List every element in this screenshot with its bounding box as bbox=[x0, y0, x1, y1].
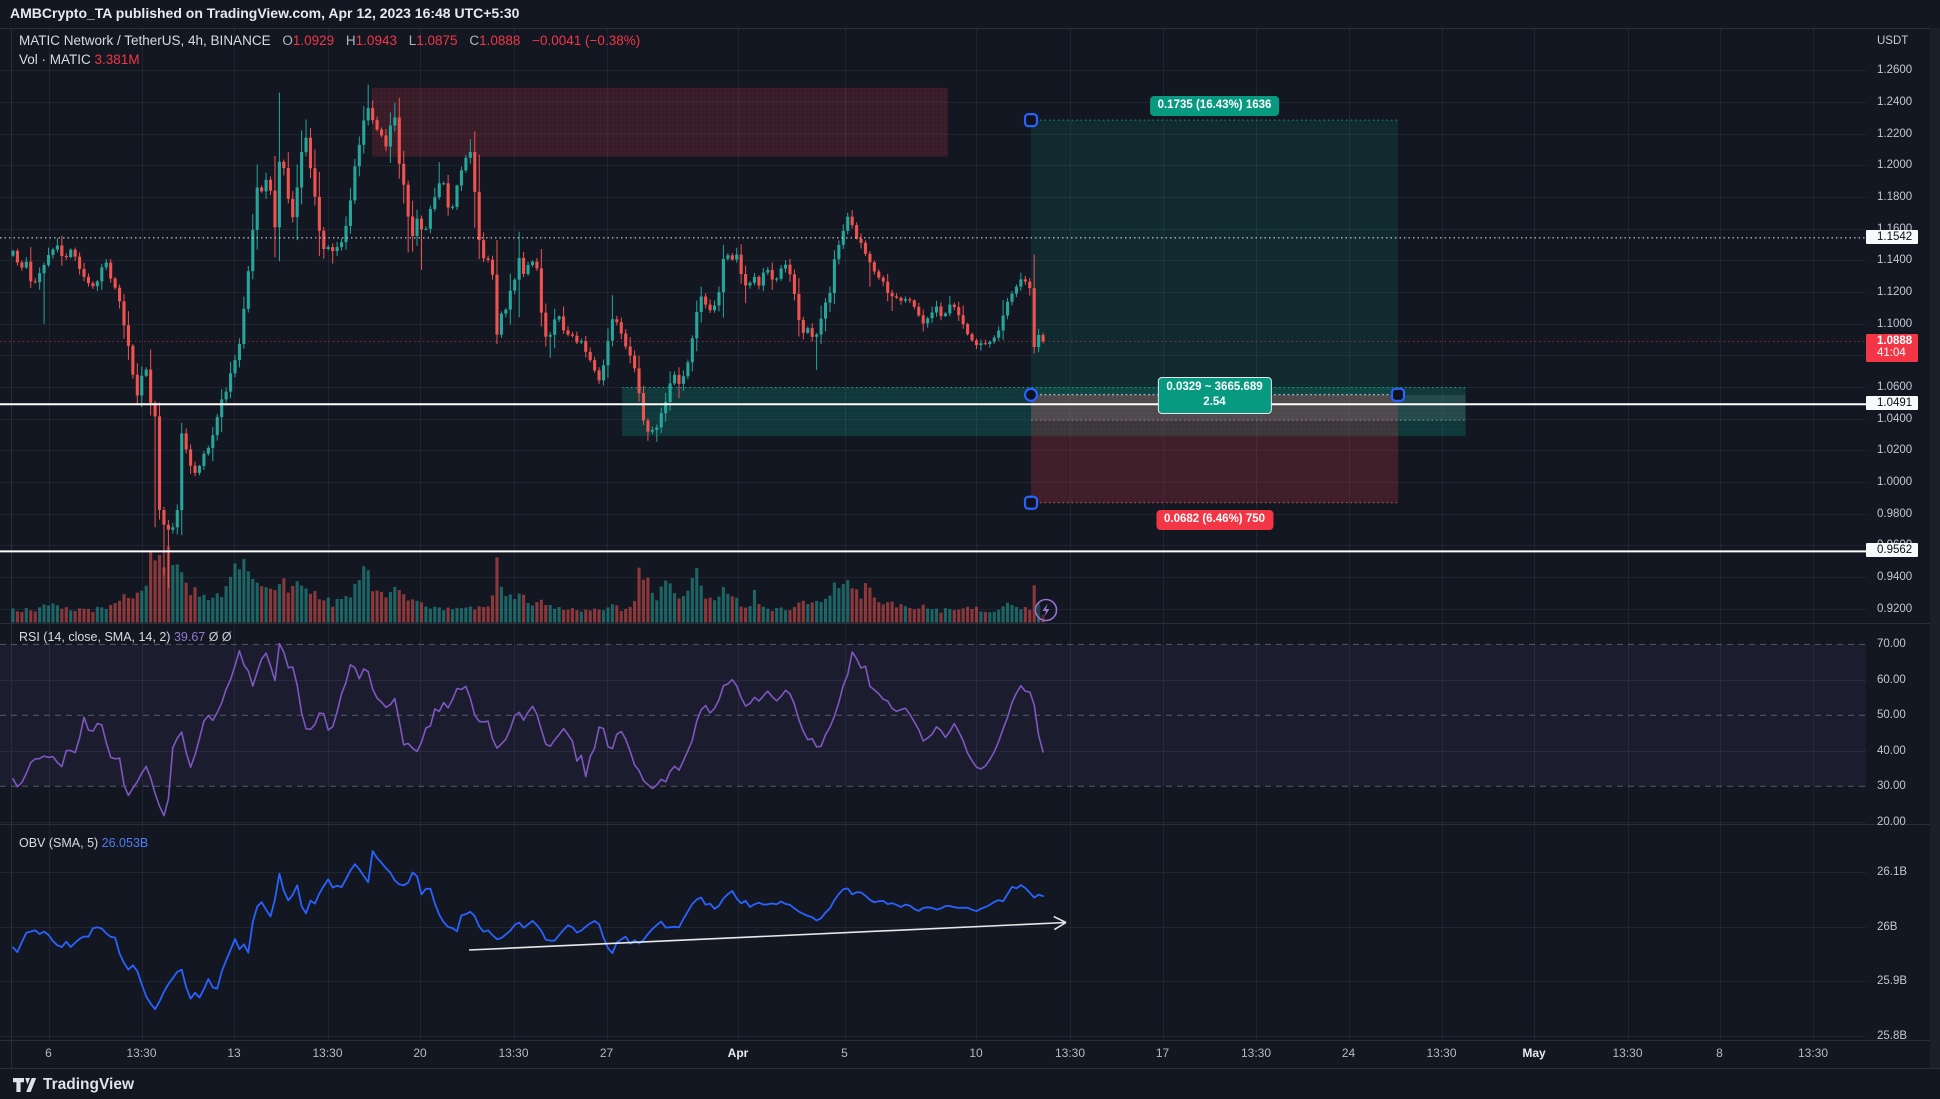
position-stop-label[interactable]: 0.0682 (6.46%) 750 bbox=[1155, 509, 1274, 530]
position-rr-ratio: 2.54 bbox=[1203, 395, 1226, 408]
time-tick-13-30: 13:30 bbox=[1426, 1046, 1457, 1060]
obv-tick-25.9B: 25.9B bbox=[1877, 975, 1908, 988]
price-tick-1.0400: 1.0400 bbox=[1877, 412, 1913, 425]
rsi-tick-50.00: 50.00 bbox=[1877, 709, 1906, 722]
price-tick-0.9400: 0.9400 bbox=[1877, 571, 1913, 583]
time-tick-8: 8 bbox=[1716, 1046, 1723, 1060]
time-tick-13-30: 13:30 bbox=[312, 1046, 343, 1060]
obv-indicator-legend[interactable]: OBV (SMA, 5) 26.053B bbox=[19, 836, 148, 850]
time-tick-13-30: 13:30 bbox=[1240, 1046, 1272, 1060]
low-value: 1.0875 bbox=[416, 33, 458, 48]
price-tick-0.9200: 0.9200 bbox=[1877, 602, 1913, 615]
price-tick-1.1000: 1.1000 bbox=[1877, 317, 1913, 330]
time-tick-27: 27 bbox=[599, 1046, 614, 1060]
change-value: −0.0041 (−0.38%) bbox=[532, 33, 641, 48]
time-tick-20: 20 bbox=[413, 1046, 427, 1060]
time-tick-5: 5 bbox=[841, 1046, 848, 1060]
price-tick-1.2000: 1.2000 bbox=[1877, 159, 1913, 172]
flash-refresh-icon[interactable] bbox=[1034, 598, 1058, 622]
price-tick-1.0600: 1.0600 bbox=[1877, 381, 1913, 394]
obv-tick-26B: 26B bbox=[1877, 920, 1898, 933]
open-value: 1.0929 bbox=[292, 33, 335, 48]
price-tick-1.2400: 1.2400 bbox=[1877, 96, 1913, 109]
symbol-legend[interactable]: MATIC Network / TetherUS, 4h, BINANCE O1… bbox=[19, 33, 640, 48]
volume-label: Vol · MATIC bbox=[19, 52, 91, 67]
rsi-tick-70.00: 70.00 bbox=[1877, 638, 1906, 651]
rsi-empty-value-2: Ø bbox=[221, 630, 232, 644]
rsi-tick-20.00: 20.00 bbox=[1877, 815, 1906, 828]
obv-value: 26.053B bbox=[101, 836, 149, 850]
high-value: 1.0943 bbox=[355, 33, 397, 48]
price-tick-1.1400: 1.1400 bbox=[1877, 254, 1913, 267]
time-tick-24: 24 bbox=[1341, 1046, 1356, 1060]
time-tick-6: 6 bbox=[45, 1046, 52, 1060]
price-tick-1.0000: 1.0000 bbox=[1877, 476, 1913, 488]
rsi-line bbox=[12, 642, 1044, 817]
rsi-empty-value-1: Ø bbox=[208, 630, 219, 644]
countdown-timer: 41:04 bbox=[1877, 346, 1906, 359]
price-badge-high: 1.1542 bbox=[1866, 229, 1918, 244]
position-entry-label[interactable]: 0.0329 ~ 3665.689 2.54 bbox=[1157, 376, 1272, 414]
rsi-tick-40.00: 40.00 bbox=[1877, 744, 1906, 757]
high-label: H bbox=[345, 33, 356, 48]
obv-tick-25.8B: 25.8B bbox=[1877, 1030, 1908, 1043]
price-badge-low: 0.9562 bbox=[1866, 543, 1918, 558]
price-tick-1.2600: 1.2600 bbox=[1877, 64, 1913, 77]
position-stop-handle[interactable] bbox=[1023, 495, 1039, 510]
time-tick-Apr: Apr bbox=[727, 1046, 749, 1060]
volume-bars bbox=[11, 546, 1045, 623]
volume-legend[interactable]: Vol · MATIC 3.381M bbox=[19, 52, 140, 67]
close-label: C bbox=[469, 33, 480, 48]
publisher-attribution: AMBCrypto_TA published on TradingView.co… bbox=[10, 5, 520, 21]
time-tick-17: 17 bbox=[1155, 1046, 1170, 1060]
time-tick-10: 10 bbox=[969, 1046, 983, 1060]
close-value: 1.0888 bbox=[479, 33, 521, 48]
price-tick-1.0200: 1.0200 bbox=[1877, 444, 1913, 457]
obv-line bbox=[12, 850, 1044, 1011]
scrollbar-gutter bbox=[1930, 28, 1940, 1068]
rsi-value: 39.67 bbox=[173, 630, 206, 644]
tradingview-logo-icon bbox=[13, 1078, 36, 1092]
last-price-badge: 1.0888 41:04 bbox=[1866, 333, 1918, 362]
price-tick-1.2200: 1.2200 bbox=[1877, 127, 1913, 140]
rsi-tick-30.00: 30.00 bbox=[1877, 780, 1906, 793]
time-tick-13-30: 13:30 bbox=[126, 1046, 157, 1060]
price-tick-1.1800: 1.1800 bbox=[1877, 191, 1913, 204]
symbol-title[interactable]: MATIC Network / TetherUS, 4h, BINANCE bbox=[19, 33, 271, 48]
obv-tick-26.1B: 26.1B bbox=[1877, 866, 1908, 878]
rsi-title[interactable]: RSI (14, close, SMA, 14, 2) bbox=[19, 630, 171, 644]
position-target-handle[interactable] bbox=[1023, 113, 1039, 128]
position-entry-handle[interactable] bbox=[1023, 387, 1039, 402]
rsi-indicator-legend[interactable]: RSI (14, close, SMA, 14, 2) 39.67 Ø Ø bbox=[19, 630, 232, 644]
position-risk-reward-text: 0.0329 ~ 3665.689 bbox=[1166, 380, 1263, 393]
obv-trend-arrow bbox=[468, 921, 1067, 951]
low-label: L bbox=[408, 33, 417, 48]
time-tick-13-30: 13:30 bbox=[1054, 1046, 1086, 1060]
time-tick-13-30: 13:30 bbox=[498, 1046, 529, 1060]
price-axis-currency: USDT bbox=[1877, 35, 1909, 47]
tradingview-logo[interactable]: TradingView bbox=[13, 1076, 134, 1094]
time-tick-13: 13 bbox=[227, 1046, 241, 1060]
obv-trend-arrowhead bbox=[1053, 915, 1067, 931]
price-tick-1.1200: 1.1200 bbox=[1877, 286, 1913, 299]
position-entry-right-handle[interactable] bbox=[1390, 387, 1406, 402]
obv-title[interactable]: OBV (SMA, 5) bbox=[19, 836, 99, 850]
price-badge-support: 1.0491 bbox=[1866, 396, 1918, 411]
rsi-tick-60.00: 60.00 bbox=[1877, 673, 1906, 686]
volume-value: 3.381M bbox=[94, 52, 140, 67]
open-label: O bbox=[282, 33, 293, 48]
time-tick-13-30: 13:30 bbox=[1797, 1046, 1829, 1060]
price-tick-0.9800: 0.9800 bbox=[1877, 507, 1913, 520]
position-target-label[interactable]: 0.1735 (16.43%) 1636 bbox=[1149, 96, 1280, 117]
last-price-value: 1.0888 bbox=[1877, 334, 1913, 347]
candlesticks bbox=[11, 84, 1045, 588]
time-tick-13-30: 13:30 bbox=[1612, 1046, 1643, 1060]
time-tick-May: May bbox=[1522, 1046, 1546, 1060]
